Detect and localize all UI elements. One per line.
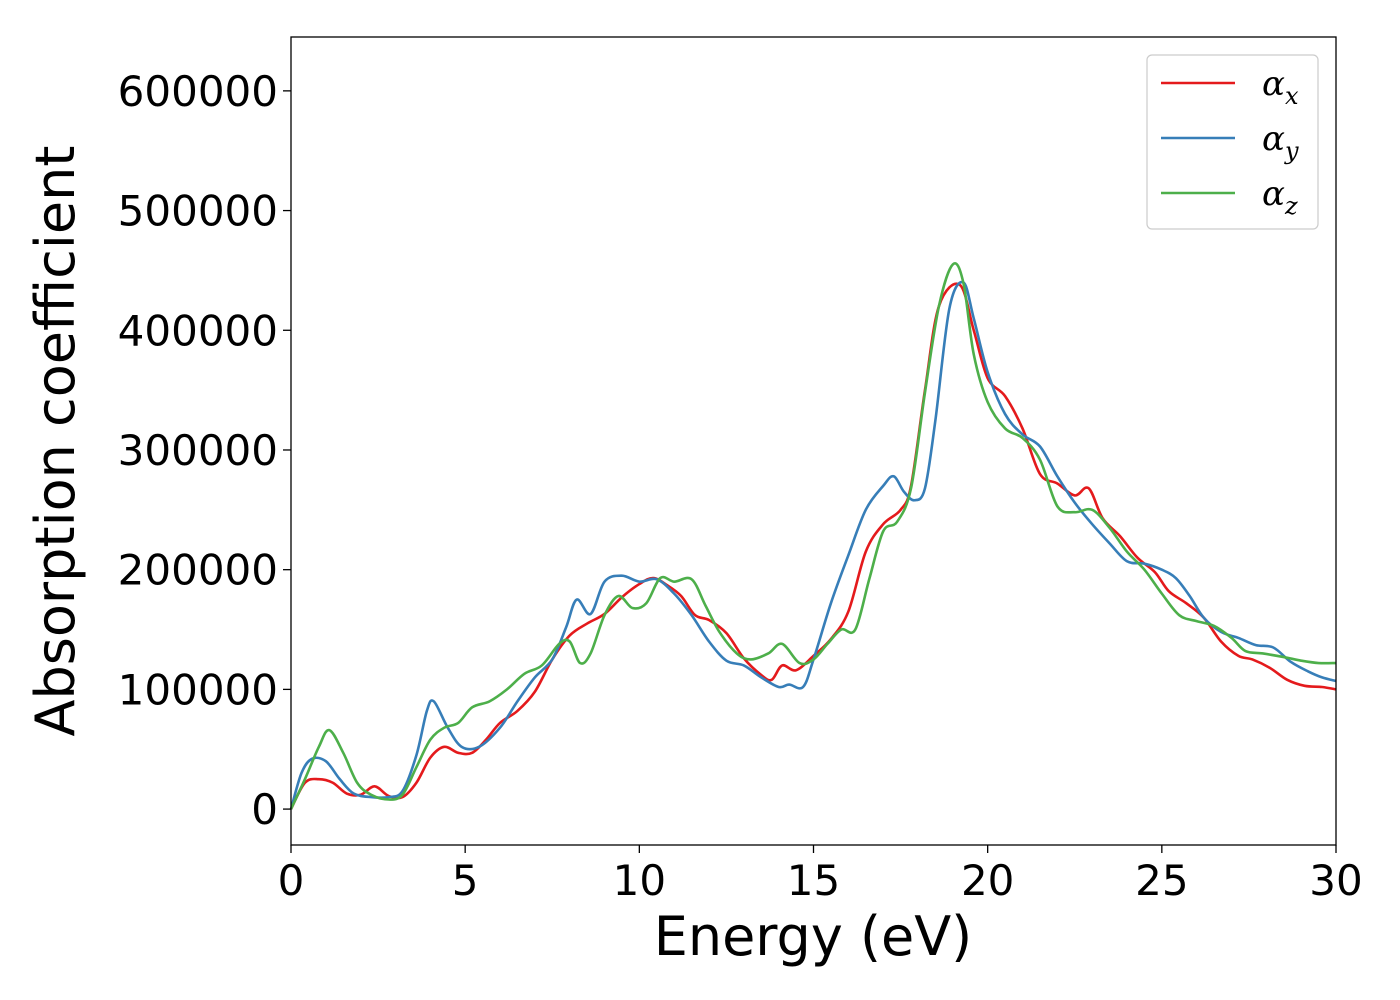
legend-subscript-y: y <box>1284 137 1299 165</box>
x-tick-label: 5 <box>452 856 479 905</box>
y-tick-label: 200000 <box>118 546 278 595</box>
y-axis-title: Absorption coefficient <box>24 146 87 737</box>
legend-subscript-z: z <box>1284 192 1298 220</box>
x-tick-label: 20 <box>961 856 1014 905</box>
series-line-α-x <box>289 282 1337 810</box>
y-tick-label: 500000 <box>118 187 278 236</box>
x-tick-label: 25 <box>1135 856 1188 905</box>
x-tick-label: 15 <box>787 856 840 905</box>
legend-frame <box>1146 54 1319 230</box>
x-tick-label: 0 <box>278 856 305 905</box>
y-tick-label: 0 <box>251 785 278 834</box>
x-axis: 0 5 10 15 20 25 30 <box>278 845 1363 905</box>
series-layer <box>289 262 1337 810</box>
series-line-α-z <box>289 262 1337 810</box>
y-tick-label: 100000 <box>118 665 278 714</box>
x-tick-label: 10 <box>613 856 666 905</box>
y-axis: 0 100000 200000 300000 400000 500000 600000 <box>118 67 291 834</box>
series-line-α-y <box>289 280 1337 810</box>
y-tick-label: 600000 <box>118 67 278 116</box>
x-axis-title: Energy (eV) <box>654 905 973 968</box>
y-tick-label: 400000 <box>118 306 278 355</box>
x-tick-label: 30 <box>1309 856 1362 905</box>
legend-subscript-x: x <box>1285 82 1299 110</box>
y-tick-label: 300000 <box>118 426 278 475</box>
